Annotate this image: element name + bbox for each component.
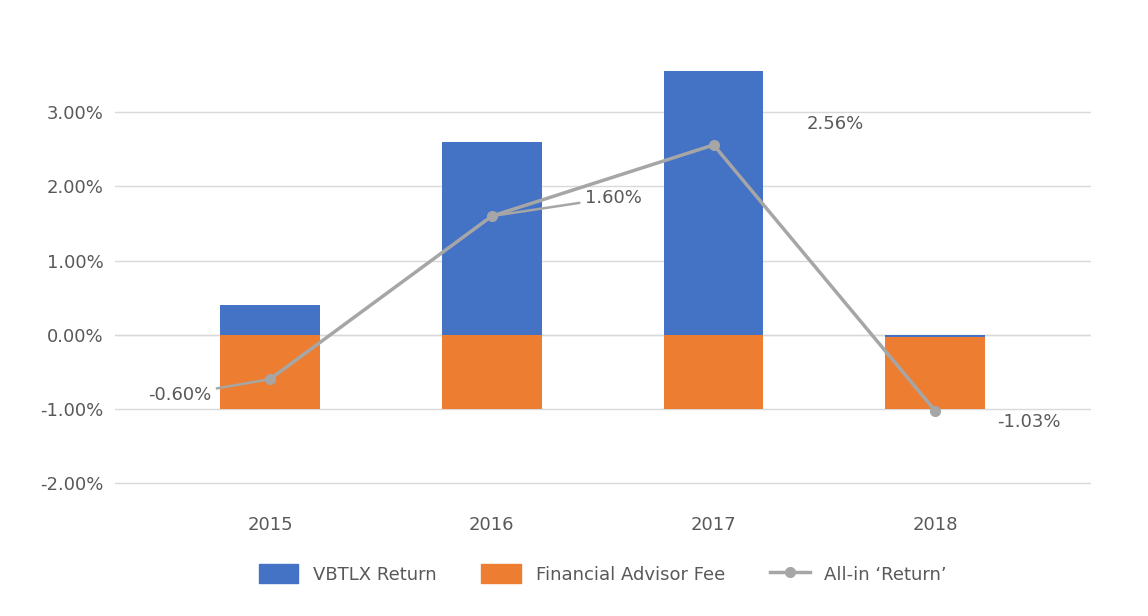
Bar <box>885 334 985 409</box>
Bar <box>442 334 542 409</box>
Text: -0.60%: -0.60% <box>148 379 267 404</box>
Bar <box>220 305 320 334</box>
Text: -1.03%: -1.03% <box>998 413 1061 431</box>
Legend: VBTLX Return, Financial Advisor Fee, All-in ‘Return’: VBTLX Return, Financial Advisor Fee, All… <box>251 557 954 591</box>
Bar <box>220 334 320 409</box>
Text: 1.60%: 1.60% <box>495 188 642 216</box>
Bar <box>442 142 542 334</box>
Bar <box>664 71 763 334</box>
Text: 2.56%: 2.56% <box>807 115 864 132</box>
Bar <box>885 334 985 337</box>
Bar <box>664 334 763 409</box>
